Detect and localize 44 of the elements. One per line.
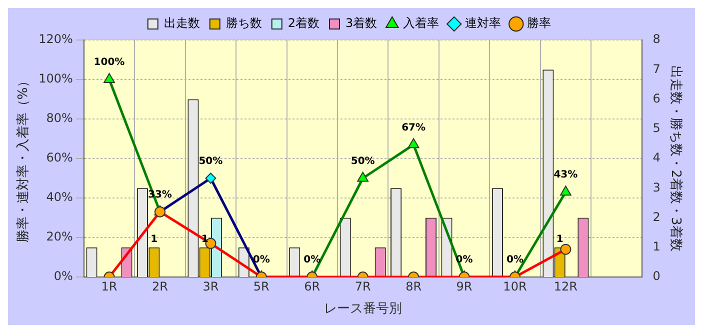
- data-label: 1: [150, 234, 158, 245]
- y2-axis-title: 出走数・勝ち数・2着数・3着数: [668, 66, 684, 252]
- legend-label: 2着数: [288, 16, 320, 30]
- x-tick-label: 2R: [152, 279, 168, 294]
- y2-tick-label: 1: [652, 240, 660, 254]
- data-label: 50%: [350, 156, 375, 167]
- legend-label: 連対率: [465, 16, 502, 30]
- y-tick-label: 100%: [38, 72, 73, 86]
- y-tick-label: 60%: [46, 150, 73, 165]
- x-tick-label: 9R: [456, 279, 472, 294]
- x-tick-label: 12R: [554, 279, 578, 294]
- y-tick-label: 20%: [46, 230, 73, 244]
- legend-label: 出走数: [164, 16, 200, 30]
- y2-tick-label: 8: [652, 32, 660, 46]
- y-axis-title: 勝率・連対率・入着率（%）: [15, 74, 32, 243]
- y-tick-label: 80%: [46, 111, 73, 126]
- y2-tick-label: 4: [652, 150, 660, 165]
- legend-label: 勝ち数: [226, 16, 262, 30]
- x-tick-label: 3R: [202, 279, 219, 294]
- legend-label: 3着数: [346, 16, 378, 30]
- y2-tick-label: 6: [652, 91, 660, 106]
- x-tick-label: 7R: [354, 279, 371, 294]
- y2-tick-label: 2: [652, 210, 660, 224]
- y2-tick-label: 3: [652, 180, 660, 194]
- x-tick-label: 1R: [101, 279, 118, 294]
- legend-label: 入着率: [403, 16, 440, 30]
- legend-label: 勝率: [527, 16, 552, 30]
- data-label: 43%: [554, 170, 578, 181]
- x-axis-title: レース番号別: [324, 302, 402, 317]
- data-label: 67%: [402, 122, 426, 134]
- x-tick-label: 6R: [304, 279, 320, 294]
- y-tick-label: 0%: [54, 269, 73, 284]
- data-label: 100%: [94, 57, 125, 68]
- data-label: 0%: [506, 254, 524, 266]
- data-label: 50%: [198, 156, 223, 167]
- y-tick-label: 40%: [46, 190, 73, 204]
- y2-tick-label: 0: [652, 269, 660, 284]
- data-label: 1: [556, 234, 564, 245]
- x-tick-label: 8R: [406, 279, 422, 294]
- y-tick-label: 120%: [38, 32, 73, 46]
- x-tick-label: 10R: [503, 279, 527, 294]
- y2-tick-label: 5: [652, 121, 660, 135]
- x-tick-label: 5R: [253, 279, 270, 294]
- y2-tick-label: 7: [652, 62, 660, 76]
